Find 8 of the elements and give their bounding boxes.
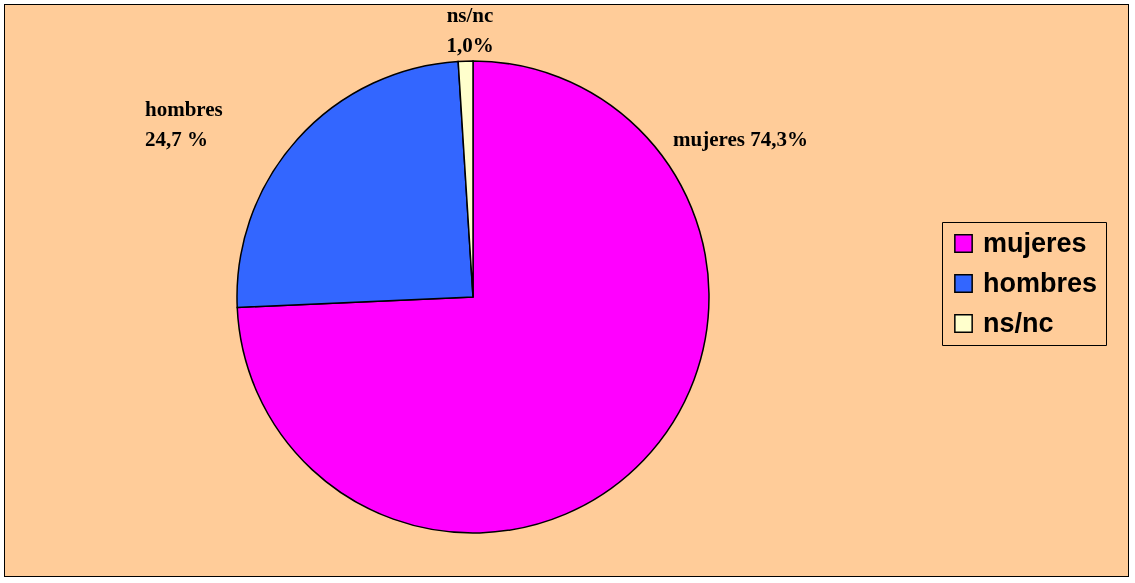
slice-label: hombres [145, 97, 223, 121]
category-label: mujeres 74,3% [673, 127, 808, 151]
data-label: 1,0% [446, 33, 494, 57]
data-label: 24,7 % [145, 127, 208, 151]
legend-label: ns/nc [983, 307, 1054, 338]
legend-label: mujeres [983, 227, 1087, 258]
slice-label: ns/nc [446, 3, 494, 27]
legend-label: hombres [983, 267, 1098, 298]
